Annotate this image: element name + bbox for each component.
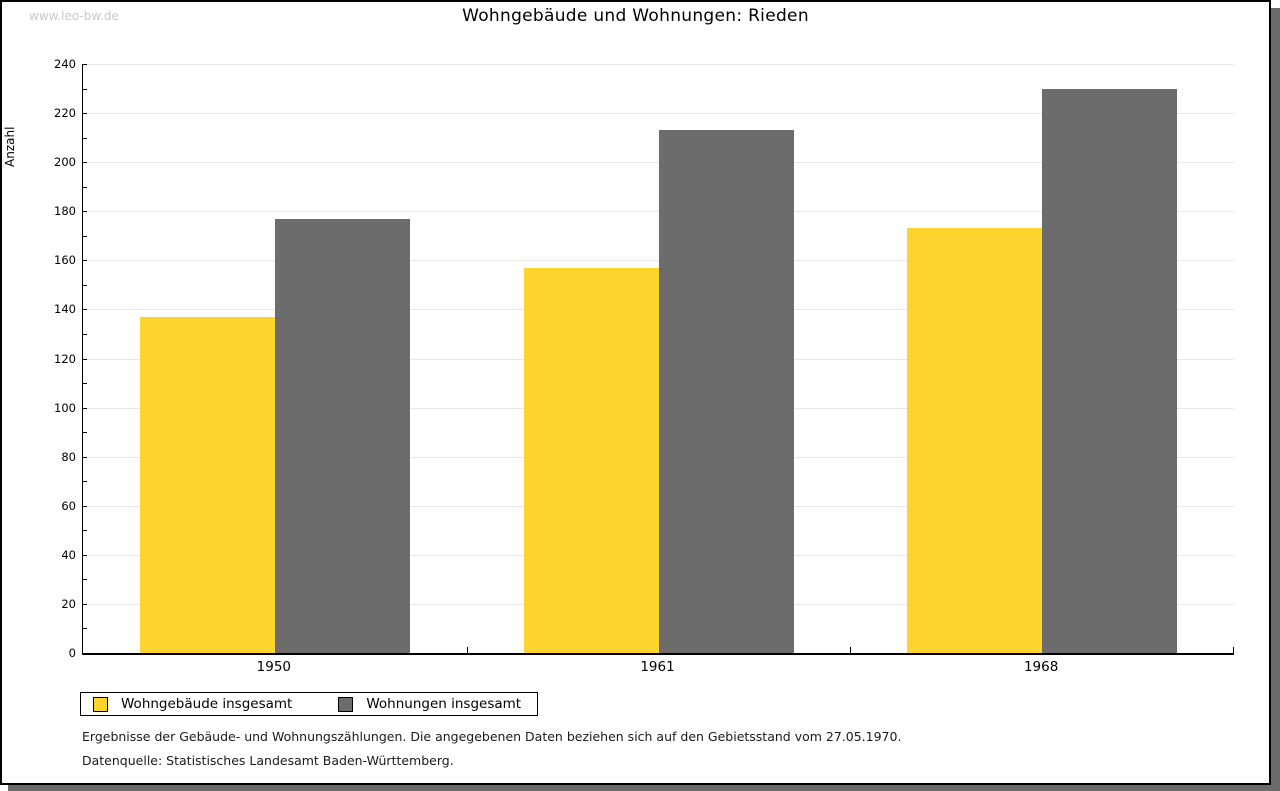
y-tick-label: 160: [54, 253, 76, 268]
gridline: [83, 64, 1234, 65]
bar-wohnungen-1961: [658, 130, 794, 653]
x-boundary-tick: [466, 647, 468, 653]
y-minor-tick: [83, 186, 87, 188]
y-minor-tick: [83, 137, 87, 139]
x-tick-label: 1968: [1023, 659, 1059, 675]
y-tick-label: 140: [54, 302, 76, 317]
x-boundary-tick: [850, 647, 852, 653]
y-minor-tick: [83, 432, 87, 434]
y-tick-label: 120: [54, 351, 76, 366]
y-tick-label: 100: [54, 400, 76, 415]
bar-wohngebäude-1961: [523, 267, 659, 653]
y-major-tick: [83, 260, 87, 262]
x-tick-label: 1961: [640, 659, 675, 675]
legend-item-wohngebaeude: Wohngebäude insgesamt: [93, 696, 292, 712]
chart-title: Wohngebäude und Wohnungen: Rieden: [462, 6, 809, 26]
gridline: [83, 113, 1234, 115]
y-tick-label: 80: [61, 449, 76, 464]
y-major-tick: [83, 603, 87, 605]
legend-swatch-wohngebaeude: [93, 696, 108, 712]
legend-label-wohnungen: Wohnungen insgesamt: [366, 696, 522, 712]
y-minor-tick: [83, 88, 87, 90]
legend-item-wohnungen: Wohnungen insgesamt: [338, 696, 521, 712]
y-minor-tick: [83, 481, 87, 483]
x-tick-label: 1950: [256, 659, 291, 675]
page-shadow-right: [1271, 8, 1280, 791]
y-major-tick: [83, 358, 87, 360]
y-tick-label: 20: [61, 596, 76, 611]
legend: Wohngebäude insgesamt Wohnungen insgesam…: [80, 692, 539, 716]
y-tick-label: 60: [61, 498, 76, 513]
legend-swatch-wohnungen: [338, 696, 354, 712]
y-minor-tick: [83, 530, 87, 532]
y-minor-tick: [83, 235, 87, 237]
y-major-tick: [83, 505, 87, 507]
y-tick-label: 220: [54, 106, 76, 121]
page-shadow-bottom: [8, 785, 1271, 791]
footnote-line-1: Ergebnisse der Gebäude- und Wohnungszähl…: [82, 729, 902, 744]
bar-wohngebäude-1968: [907, 228, 1043, 653]
y-major-tick: [83, 407, 87, 409]
y-major-tick: [83, 211, 87, 213]
y-minor-tick: [83, 333, 87, 335]
y-minor-tick: [83, 579, 87, 581]
bar-wohngebäude-1950: [139, 316, 275, 653]
y-tick-label: 200: [54, 155, 76, 170]
y-tick-label: 240: [54, 57, 76, 71]
y-major-tick: [83, 456, 87, 458]
plot-area: [82, 64, 1234, 655]
y-major-tick: [83, 64, 87, 65]
x-end-tick: [1233, 647, 1234, 653]
watermark: www.leo-bw.de: [29, 9, 119, 23]
y-tick-label: 0: [68, 646, 76, 660]
y-minor-tick: [83, 284, 87, 286]
y-minor-tick: [83, 628, 87, 630]
y-major-tick: [83, 554, 87, 556]
bar-wohnungen-1968: [1042, 88, 1178, 653]
y-tick-label: 180: [54, 204, 76, 219]
y-axis-label: Anzahl: [3, 126, 17, 167]
y-minor-tick: [83, 383, 87, 385]
y-major-tick: [83, 113, 87, 115]
bar-wohnungen-1950: [274, 218, 410, 653]
legend-label-wohngebaeude: Wohngebäude insgesamt: [121, 696, 293, 712]
y-tick-label: 40: [61, 547, 76, 562]
y-major-tick: [83, 309, 87, 311]
y-major-tick: [83, 162, 87, 164]
footnote-line-2: Datenquelle: Statistisches Landesamt Bad…: [82, 753, 454, 768]
